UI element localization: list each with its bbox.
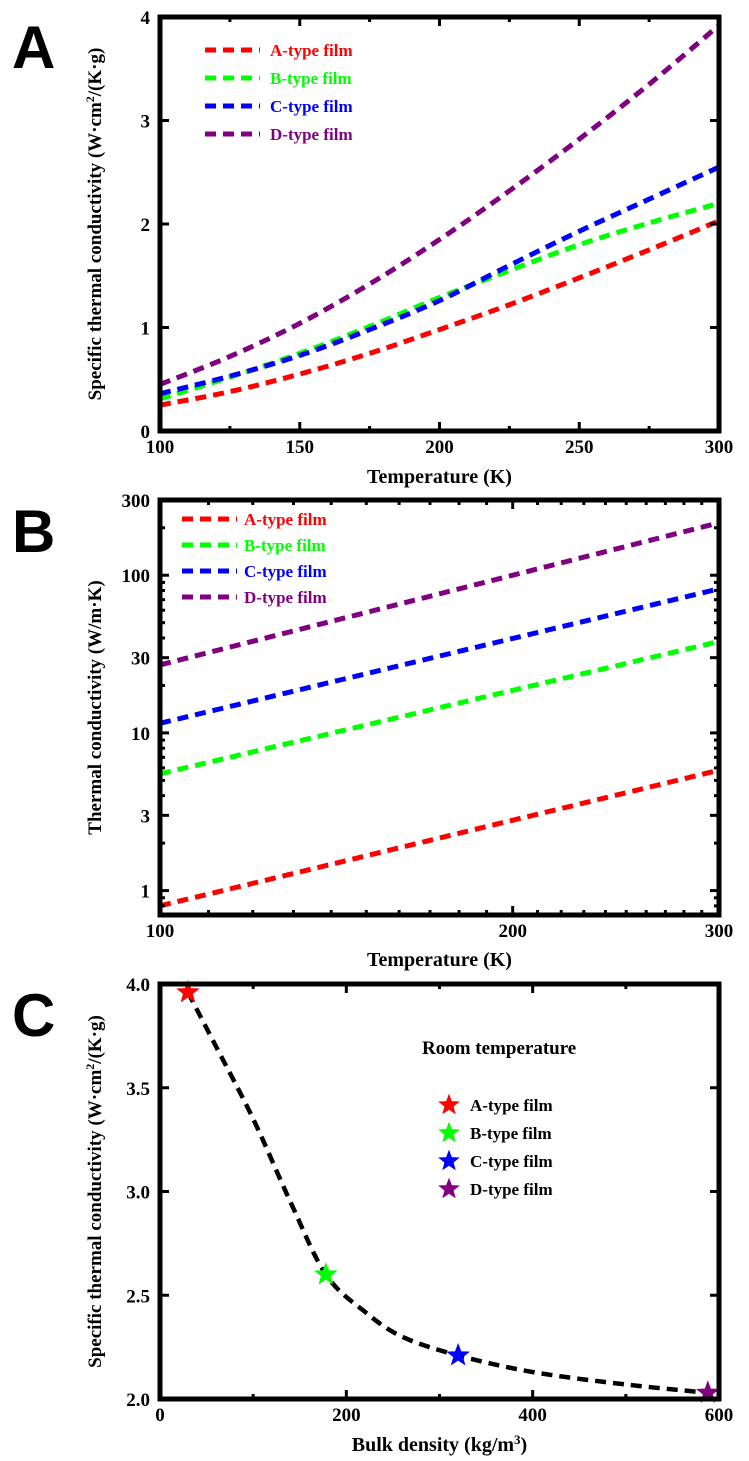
legend-label-3: C-type film <box>470 1152 553 1171</box>
x-tick-label: 200 <box>498 921 527 942</box>
y-axis-label-tail: /(K·g) <box>85 1015 106 1065</box>
y-tick-label: 3.0 <box>126 1183 150 1204</box>
panel-a: A 100 150 200 250 300 0 1 2 3 4 Temperature (K) Spec… <box>12 8 733 488</box>
data-point-2 <box>314 1262 338 1285</box>
y-tick-label: 10 <box>131 724 150 745</box>
y-axis-label-main: Specific thermal conductivity (W·cm <box>85 102 106 400</box>
legend-label-2: B-type film <box>270 69 352 88</box>
plot-area <box>160 520 719 909</box>
x-tick-label: 300 <box>705 437 734 458</box>
legend: A-type film B-type film C-type film D-type … <box>182 510 327 607</box>
x-axis-label-main: Temperature (K) <box>367 466 512 488</box>
legend-label-4: D-type film <box>244 588 327 607</box>
y-tick-label: 4 <box>141 8 151 29</box>
legend: A-type film B-type film C-type film D-type … <box>205 41 353 144</box>
x-tick-label: 300 <box>705 921 734 942</box>
legend-marker-2 <box>438 1121 460 1143</box>
y-axis-label-tail: /(K·g) <box>85 48 106 98</box>
legend-marker-3 <box>438 1149 460 1171</box>
x-axis-label-main: Bulk density (kg/m <box>352 1434 515 1456</box>
y-tick-label: 1 <box>141 319 151 340</box>
y-tick-label: 3.5 <box>126 1079 150 1100</box>
y-axis-label: Specific thermal conductivity (W·cm2/(K·… <box>83 1015 106 1368</box>
legend-label-1: A-type film <box>470 1096 553 1115</box>
series-line-3 <box>160 586 719 726</box>
legend-marker-1 <box>438 1093 460 1115</box>
y-tick-label: 2.0 <box>126 1390 150 1411</box>
plot-area <box>185 991 709 1396</box>
x-tick-label: 600 <box>705 1405 734 1426</box>
x-tick-label: 400 <box>518 1405 547 1426</box>
x-tick-label: 150 <box>286 437 315 458</box>
y-tick-label: 3 <box>141 112 151 133</box>
data-point-3 <box>446 1342 470 1366</box>
y-tick-label: 3 <box>141 806 151 827</box>
y-tick-label: 1 <box>141 882 151 903</box>
x-axis-label-sup: 3 <box>514 1432 521 1447</box>
legend-label-4: D-type film <box>470 1180 553 1199</box>
x-tick-label: 200 <box>332 1405 361 1426</box>
legend-label-4: D-type film <box>270 125 353 144</box>
legend-label-1: A-type film <box>270 41 353 60</box>
legend: Room temperature A-type film B-type film C-… <box>422 1038 576 1199</box>
legend-label-1: A-type film <box>244 510 327 529</box>
data-point-1 <box>176 979 200 1003</box>
panel-letter: C <box>12 982 55 1049</box>
legend-label-3: C-type film <box>244 562 327 581</box>
y-axis-label-main: Thermal conductivity (W/m·K) <box>85 580 106 834</box>
legend-label-2: B-type film <box>244 536 326 555</box>
series-line-2 <box>160 639 719 777</box>
y-tick-label: 300 <box>122 491 151 512</box>
x-axis-label: Temperature (K) <box>367 949 512 971</box>
x-axis-label-main: Temperature (K) <box>367 949 512 971</box>
y-tick-label: 0 <box>141 422 151 443</box>
x-tick-label: 100 <box>146 437 175 458</box>
plot-frame <box>157 497 722 918</box>
panel-b: B 100 200 300 1 3 10 30 100 300 Temperature (K) The… <box>12 491 733 971</box>
y-axis-label-sup: 2 <box>83 96 97 102</box>
y-axis-label: Thermal conductivity (W/m·K) <box>85 580 106 834</box>
y-tick-label: 2.5 <box>126 1286 150 1307</box>
legend-label-3: C-type film <box>270 97 353 116</box>
legend-label-2: B-type film <box>470 1124 552 1143</box>
series-line-1 <box>160 767 719 909</box>
y-axis-label: Specific thermal conductivity (W·cm2/(K·… <box>83 48 106 401</box>
fit-line <box>185 991 709 1396</box>
series-line-4 <box>160 520 719 668</box>
series-line-1 <box>160 218 719 408</box>
legend-marker-4 <box>438 1177 460 1199</box>
y-tick-label: 100 <box>122 566 151 587</box>
x-tick-label: 200 <box>425 437 454 458</box>
y-axis-label-main: Specific thermal conductivity (W·cm <box>85 1070 106 1368</box>
x-axis-label: Bulk density (kg/m3) <box>352 1432 527 1457</box>
y-tick-label: 2 <box>141 215 151 236</box>
y-tick-label: 4.0 <box>126 975 150 996</box>
x-axis-label: Temperature (K) <box>367 466 512 488</box>
x-tick-label: 100 <box>146 921 175 942</box>
legend-title: Room temperature <box>422 1038 576 1059</box>
panel-c: C 0 200 400 600 2.0 2.5 3.0 3.5 4.0 Bulk density (… <box>12 975 733 1456</box>
y-tick-label: 30 <box>131 649 150 670</box>
y-axis-label-sup: 2 <box>83 1064 97 1070</box>
panel-letter: B <box>12 498 55 565</box>
series-line-3 <box>160 164 719 397</box>
x-tick-label: 250 <box>565 437 594 458</box>
x-axis-label-tail: ) <box>521 1434 528 1456</box>
plot-area <box>160 23 719 408</box>
x-tick-label: 0 <box>155 1405 165 1426</box>
panel-letter: A <box>12 14 55 81</box>
